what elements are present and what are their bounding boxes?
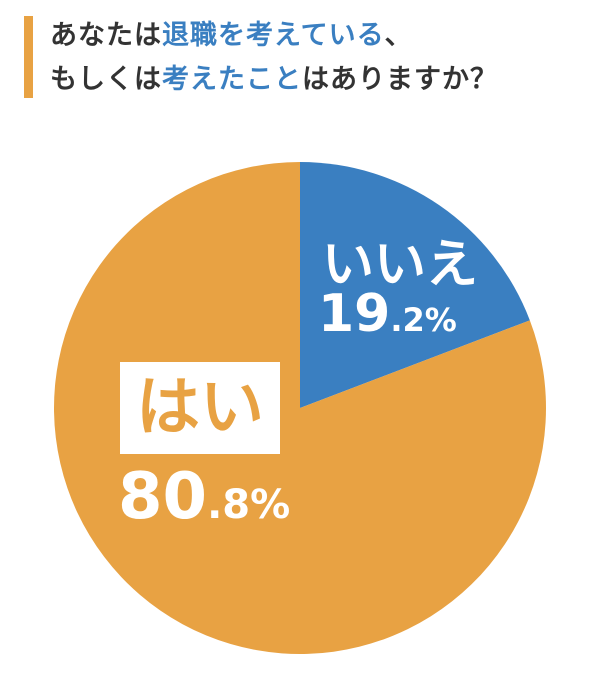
title-line1-segment-0: あなたは [50,20,162,51]
pie-slice-no [300,162,530,408]
title-line2-segment-1: 考えたこと [162,64,302,95]
title-line-1: あなたは退職を考えている、 [50,14,498,58]
title-line2-segment-0: もしくは [50,64,162,95]
title-line-2: もしくは考えたことはありますか？ [50,58,498,102]
yes-label-box [120,362,280,454]
yes-pct-dec: .8% [207,482,291,528]
question-title: あなたは退職を考えている、 もしくは考えたことはありますか？ [50,14,498,102]
title-line1-segment-1: 退職を考えている [162,20,385,51]
no-percentage: 19.2% [318,284,457,344]
title-line2-segment-2: はありますか？ [302,64,498,95]
title-accent-bar [24,16,33,98]
yes-pct-int: 80 [118,460,208,534]
title-line1-segment-2: 、 [384,20,413,51]
pie-slice-yes [53,162,547,654]
no-label: いいえ [322,235,479,295]
no-pct-int: 19 [318,284,391,344]
yes-percentage: 80.8% [118,460,290,534]
yes-label: はい [136,371,264,445]
no-pct-dec: .2% [390,301,457,339]
